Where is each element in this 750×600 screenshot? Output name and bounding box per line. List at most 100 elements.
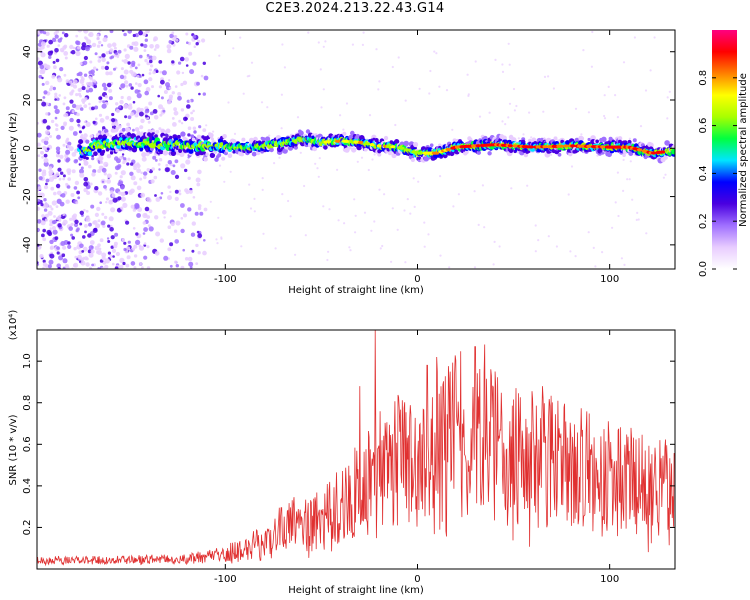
noise-point — [56, 246, 60, 250]
noise-point — [91, 106, 95, 111]
noise-point — [188, 51, 193, 56]
noise-point — [74, 219, 79, 224]
noise-point — [56, 198, 62, 204]
ridge-core-point — [512, 144, 518, 148]
noise-point — [218, 54, 221, 57]
noise-point — [70, 193, 75, 197]
noise-point — [180, 203, 185, 208]
ridge-core-point — [475, 144, 481, 148]
noise-point — [353, 198, 356, 201]
noise-point — [473, 266, 477, 269]
noise-point — [48, 39, 54, 45]
noise-point — [120, 83, 126, 89]
noise-point — [174, 174, 180, 179]
noise-point — [356, 160, 359, 163]
noise-point — [171, 60, 175, 64]
noise-point — [493, 240, 496, 243]
noise-point — [178, 61, 182, 65]
noise-point — [98, 113, 103, 117]
noise-point — [664, 173, 667, 176]
noise-point — [83, 187, 88, 193]
noise-point — [106, 61, 110, 65]
noise-point — [121, 153, 125, 156]
noise-point — [591, 30, 594, 34]
noise-point — [109, 200, 112, 203]
noise-point — [146, 61, 151, 66]
noise-point — [41, 82, 45, 86]
noise-point — [99, 118, 105, 123]
noise-point — [339, 114, 342, 117]
noise-point — [154, 159, 158, 162]
noise-point — [153, 48, 157, 51]
noise-point — [64, 264, 69, 268]
ridge-core-point — [434, 151, 440, 155]
noise-point — [109, 30, 114, 34]
noise-point — [179, 151, 185, 157]
ridge-point — [342, 131, 347, 136]
noise-point — [85, 46, 90, 52]
noise-point — [383, 193, 386, 196]
noise-point — [287, 199, 290, 203]
noise-point — [62, 245, 67, 250]
noise-point — [77, 46, 81, 50]
noise-point — [99, 238, 104, 243]
noise-point — [117, 196, 122, 201]
noise-point — [278, 156, 281, 159]
noise-point — [107, 240, 111, 243]
noise-point — [115, 52, 118, 56]
noise-point — [168, 79, 171, 82]
noise-point — [101, 57, 106, 63]
ridge-point — [323, 145, 328, 150]
noise-point — [103, 215, 108, 220]
noise-point — [101, 212, 105, 216]
noise-point — [132, 128, 135, 132]
noise-point — [94, 186, 99, 191]
noise-point — [628, 137, 632, 140]
noise-point — [445, 89, 449, 92]
noise-point — [153, 38, 157, 42]
noise-point — [569, 250, 572, 253]
y-tick-label: -20 — [22, 188, 33, 204]
noise-point — [537, 239, 540, 242]
noise-point — [594, 265, 597, 268]
noise-point — [127, 240, 131, 244]
noise-point — [501, 120, 504, 123]
noise-point — [322, 88, 325, 91]
noise-point — [85, 262, 90, 267]
noise-point — [123, 157, 127, 161]
noise-point — [130, 204, 135, 209]
noise-point — [189, 69, 195, 75]
noise-point — [62, 213, 65, 217]
noise-point — [629, 160, 632, 163]
noise-point — [100, 44, 104, 47]
noise-point — [46, 65, 50, 68]
noise-point — [67, 241, 71, 245]
noise-point — [79, 168, 84, 174]
noise-point — [142, 32, 147, 37]
colorbar: 0.0 0.2 0.4 0.6 0.8 Normalized spectral ampl… — [698, 30, 749, 277]
noise-point — [65, 199, 70, 204]
noise-point — [143, 227, 149, 232]
noise-point — [37, 227, 40, 233]
x-tick-label: -100 — [214, 274, 237, 285]
noise-point — [90, 204, 95, 209]
noise-point — [154, 251, 160, 256]
noise-point — [42, 266, 45, 269]
noise-point — [68, 226, 73, 231]
noise-point — [137, 83, 142, 88]
noise-point — [199, 211, 204, 216]
noise-point — [88, 81, 93, 87]
noise-point — [70, 222, 74, 226]
noise-point — [142, 221, 147, 225]
ridge-point — [394, 139, 400, 145]
noise-point — [175, 38, 179, 42]
noise-point — [127, 157, 131, 161]
noise-point — [101, 82, 107, 88]
noise-point — [192, 196, 196, 199]
noise-point — [72, 131, 78, 136]
noise-point — [62, 266, 66, 269]
noise-point — [154, 44, 160, 49]
noise-point — [37, 57, 40, 61]
noise-point — [409, 212, 412, 215]
noise-point — [438, 85, 441, 88]
